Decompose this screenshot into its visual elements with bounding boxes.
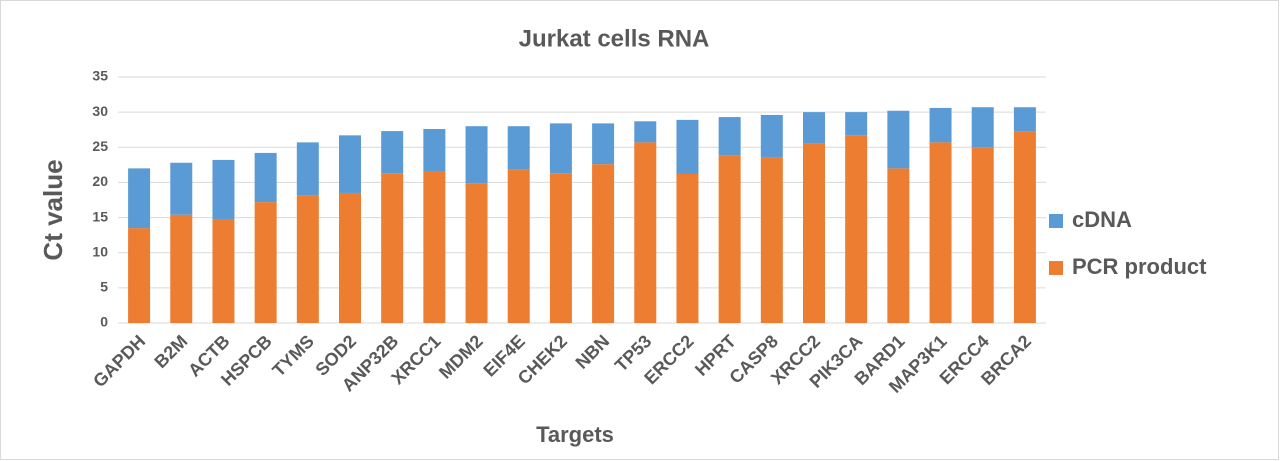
x-axis-label: Targets [536,422,614,447]
y-tick-label: 0 [100,314,108,330]
bar-segment [423,171,446,323]
bar-segment [803,143,825,323]
bar-segment [887,110,910,169]
bar-segment [296,142,319,196]
bar-segment [128,168,151,229]
legend-label: cDNA [1072,207,1132,232]
bar-segment [971,107,994,148]
bar-segment [254,152,277,203]
bar-segment [718,117,741,156]
bar-segment [339,192,361,323]
chart-title: Jurkat cells RNA [519,25,710,52]
bar-segment [549,173,572,323]
bar-segment [845,112,868,136]
y-tick-label: 25 [92,138,108,154]
y-tick-label: 20 [92,173,108,189]
bar-segment [1013,131,1036,323]
y-tick-label: 35 [92,68,108,84]
bar-segment [465,126,488,184]
bar-segment [549,123,572,174]
bar-segment [423,129,446,172]
legend-swatch [1049,214,1063,228]
bar-segment [718,155,741,323]
bar-segment [676,173,699,323]
bar-segment [507,169,530,323]
bar-segment [592,164,615,323]
bar-segment [381,173,404,323]
bar-segment [803,112,825,144]
legend-label: PCR product [1072,254,1207,279]
bar-segment [760,157,783,323]
bar-segment [929,142,952,323]
y-tick-label: 15 [92,208,108,224]
bar-segment [507,126,530,170]
bar-segment [634,121,657,143]
bar-segment [170,214,193,323]
bar-segment [676,119,699,174]
bar-segment [212,218,235,323]
y-tick-label: 30 [92,103,108,119]
y-tick-label: 5 [100,279,108,295]
legend-swatch [1049,261,1063,275]
bar-segment [760,114,783,158]
bar-segment [592,123,615,165]
bar-segment [845,135,868,323]
bar-segment [971,147,994,323]
y-axis-label: Ct value [38,159,68,260]
bar-segment [465,183,488,323]
bar-segment [212,159,235,219]
bar-segment [634,142,657,323]
bar-segment [887,168,910,323]
bar-segment [170,162,193,215]
bar-segment [1013,107,1036,132]
bar-segment [128,228,151,323]
bar-segment [381,131,404,174]
bar-segment [296,195,319,323]
bar-segment [254,202,277,323]
y-tick-label: 10 [92,243,108,259]
bar-segment [339,135,361,193]
bar-segment [929,107,952,143]
